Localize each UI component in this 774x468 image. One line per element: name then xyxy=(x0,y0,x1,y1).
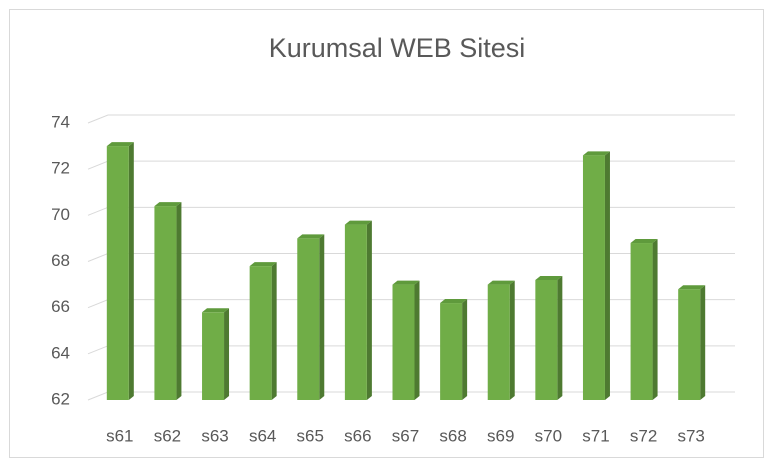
bar xyxy=(154,206,177,400)
bar-top xyxy=(582,151,610,156)
bar-top xyxy=(106,142,134,147)
bar xyxy=(344,224,367,400)
y-tick-label: 62 xyxy=(51,389,70,408)
bar-side xyxy=(319,234,325,400)
x-tick-label: s66 xyxy=(344,426,371,445)
y-tick-label: 64 xyxy=(51,343,70,362)
bar-top xyxy=(344,220,372,225)
bar xyxy=(440,303,463,400)
x-tick-label: s65 xyxy=(297,426,324,445)
grid-line xyxy=(87,114,735,124)
bar-side xyxy=(604,151,610,400)
bar-side xyxy=(176,202,182,400)
y-tick-label: 72 xyxy=(51,159,70,178)
x-tick-label: s62 xyxy=(154,426,181,445)
bar-side xyxy=(128,142,134,401)
bar xyxy=(630,243,653,400)
x-tick-label: s69 xyxy=(487,426,514,445)
x-tick-label: s63 xyxy=(201,426,228,445)
x-tick-label: s70 xyxy=(535,426,562,445)
bar-top xyxy=(392,280,420,285)
bar-top xyxy=(487,280,515,285)
y-tick-label: 66 xyxy=(51,297,70,316)
bar-top xyxy=(154,202,182,207)
y-tick-label: 70 xyxy=(51,205,70,224)
bar-top xyxy=(440,299,468,304)
bar-side xyxy=(652,239,658,400)
bar-top xyxy=(202,308,230,313)
bar-side xyxy=(462,299,468,400)
bar-side xyxy=(271,262,277,400)
x-tick-label: s73 xyxy=(677,426,704,445)
bar-top xyxy=(630,239,658,244)
y-tick-label: 74 xyxy=(51,112,70,131)
bar-side xyxy=(557,275,563,400)
bar-top xyxy=(297,234,325,239)
bar-top xyxy=(535,275,563,280)
bar-side xyxy=(366,220,372,400)
bar-side xyxy=(700,285,706,400)
chart-title: Kurumsal WEB Sitesi xyxy=(269,33,526,63)
x-tick-label: s64 xyxy=(249,426,276,445)
x-tick-label: s68 xyxy=(439,426,466,445)
x-tick-label: s72 xyxy=(630,426,657,445)
bar-side xyxy=(509,280,515,400)
bar xyxy=(106,146,129,400)
bar-top xyxy=(678,285,706,290)
x-tick-label: s71 xyxy=(582,426,609,445)
bar xyxy=(678,289,701,400)
bar xyxy=(582,155,605,400)
x-tick-label: s61 xyxy=(106,426,133,445)
x-tick-label: s67 xyxy=(392,426,419,445)
bar xyxy=(202,312,225,400)
bar-side xyxy=(414,280,420,400)
bar xyxy=(487,284,510,400)
bar xyxy=(392,284,415,400)
bar xyxy=(535,279,558,400)
bar-top xyxy=(249,262,277,267)
bar xyxy=(249,266,272,400)
bar-side xyxy=(224,308,230,400)
y-tick-label: 68 xyxy=(51,251,70,270)
bar xyxy=(297,238,320,400)
